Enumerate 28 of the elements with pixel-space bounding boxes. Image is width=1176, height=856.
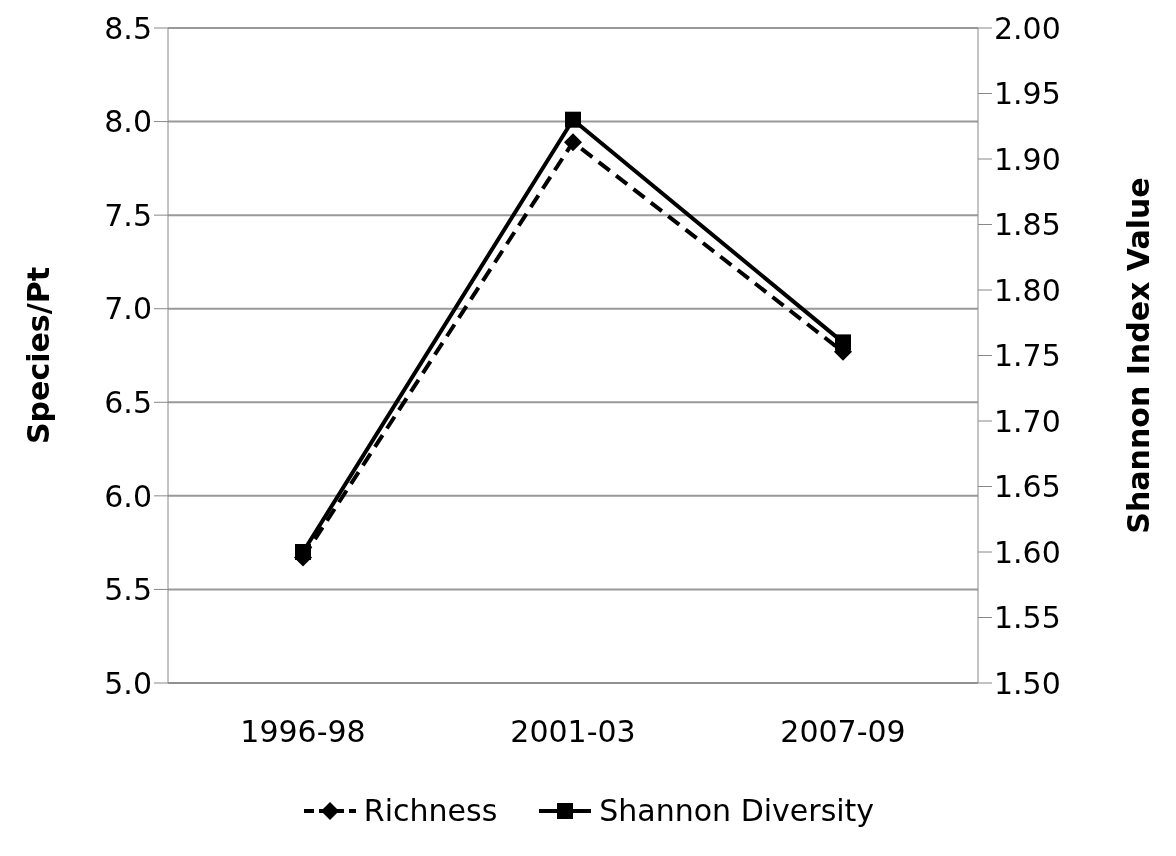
- x-tick-label: 2007-09: [780, 714, 906, 750]
- y2-tick-label: 1.70: [994, 403, 1061, 439]
- y-tick-label: 6.0: [104, 478, 152, 514]
- y2-tick-label: 1.85: [994, 207, 1061, 243]
- y2-tick-label: 1.60: [994, 534, 1061, 570]
- legend-label: Shannon Diversity: [598, 793, 875, 828]
- y2-tick-label: 2.00: [994, 10, 1061, 46]
- y2-axis-title: Shannon Index Value: [1120, 177, 1156, 534]
- text: 8.5: [104, 10, 152, 46]
- text: 7.5: [104, 197, 152, 233]
- x-tick-label: 2001-03: [510, 714, 636, 750]
- y-axis-title: Species/Pt: [20, 267, 56, 444]
- point: [564, 133, 582, 152]
- y2-tick-label: 1.90: [994, 141, 1061, 177]
- point: [565, 111, 581, 128]
- x-tick-label: 1996-98: [240, 714, 366, 750]
- text: 6.5: [104, 384, 152, 420]
- y2-tick-label: 1.50: [994, 665, 1061, 701]
- y2-tick-label: 1.55: [994, 600, 1061, 636]
- text: 5.5: [104, 572, 152, 608]
- y2-tick-label: 1.75: [994, 338, 1061, 374]
- y-tick-label: 8.0: [104, 104, 152, 140]
- y2-tick-label: 1.95: [994, 76, 1061, 112]
- y2-tick-label: 1.65: [994, 469, 1061, 505]
- y-tick-label: 5.0: [104, 665, 152, 701]
- legend-label: Richness: [362, 793, 498, 828]
- y2-tick-label: 1.80: [994, 272, 1061, 308]
- y-tick-label: 7.0: [104, 291, 152, 327]
